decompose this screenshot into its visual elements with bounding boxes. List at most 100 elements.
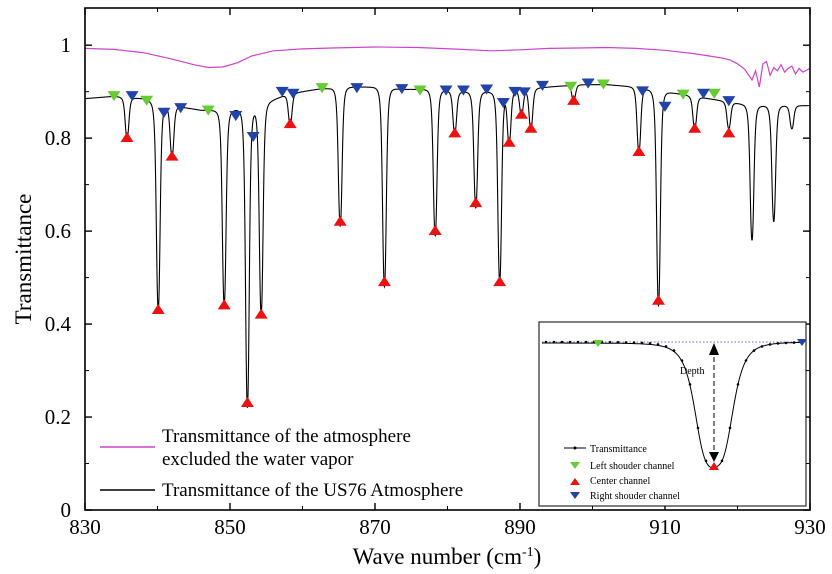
center-channel-marker: [428, 224, 442, 236]
left-shoulder-marker: [201, 105, 215, 116]
right-shoulder-marker: [125, 91, 139, 102]
inset-dot: [568, 340, 572, 344]
inset-right-shoulder-marker: [797, 339, 807, 346]
center-channel-marker: [283, 118, 297, 129]
inset-legend-transmittance: Transmittance: [590, 444, 647, 455]
center-channel-marker: [493, 276, 507, 287]
x-tick-labels: 830 850 870 890 910 930: [69, 515, 826, 539]
center-channel-marker: [651, 294, 665, 305]
inset-dot: [672, 349, 676, 352]
y-tick-label: 1: [61, 33, 72, 57]
center-channel-marker: [254, 308, 268, 319]
inset-dot: [752, 349, 756, 352]
center-channel-marker: [688, 122, 702, 133]
inset-diagram: Depth Transmittance Left shouder channel…: [538, 321, 807, 507]
inset-legend-right-marker: [570, 492, 580, 499]
center-channel-marker: [524, 122, 538, 133]
x-tick-label: 870: [359, 515, 391, 539]
inset-legend-center-marker: [570, 478, 580, 485]
inset-frame: [538, 321, 807, 507]
right-shoulder-marker: [508, 86, 522, 97]
right-shoulder-marker: [456, 85, 470, 96]
inset-legend-left-marker: [570, 462, 580, 469]
center-channel-marker: [151, 303, 165, 315]
y-tick-labels: 0 0.2 0.4 0.6 0.8 1: [45, 33, 72, 522]
inset-left-shoulder-marker: [593, 340, 603, 347]
right-shoulder-marker: [157, 107, 171, 118]
y-tick-label: 0: [61, 498, 72, 522]
legend-label-no-water-vapor-line1: Transmittance of the atmosphere: [162, 426, 411, 447]
inset-dot: [720, 459, 724, 463]
right-shoulder-marker: [395, 84, 409, 95]
inset-dot: [632, 341, 636, 344]
inset-depth-label: Depth: [680, 366, 704, 377]
right-shoulder-marker: [286, 88, 300, 99]
left-shoulder-marker: [564, 81, 578, 92]
x-axis-label-close: ): [534, 544, 542, 569]
center-channel-marker: [469, 197, 483, 208]
inset-dot: [784, 341, 788, 345]
inset-dot: [616, 341, 620, 344]
center-channel-marker: [333, 215, 347, 226]
legend-label-us76: Transmittance of the US76 Atmosphere: [162, 480, 463, 501]
left-shoulder-marker: [596, 79, 610, 90]
inset-dot: [624, 341, 628, 344]
legend-label-no-water-vapor-line2: excluded the water vapor: [162, 449, 354, 470]
right-shoulder-marker: [636, 86, 650, 97]
right-shoulder-marker: [229, 111, 243, 122]
inset-center-marker: [709, 462, 719, 470]
inset-dot: [584, 340, 588, 344]
inset-legend-left: Left shouder channel: [590, 461, 675, 472]
center-channel-marker: [514, 108, 528, 119]
inset-dot: [552, 340, 556, 344]
y-tick-label: 0.8: [45, 126, 71, 150]
right-shoulder-marker: [275, 86, 289, 97]
center-channel-marker: [217, 299, 231, 310]
inset-dot: [608, 340, 612, 344]
y-tick-label: 0.4: [45, 312, 72, 336]
x-tick-label: 850: [214, 515, 246, 539]
center-channel-marker: [120, 131, 134, 143]
right-shoulder-marker: [535, 80, 549, 91]
inset-dot: [760, 345, 764, 348]
inset-dot: [664, 345, 668, 348]
right-shoulder-marker: [350, 83, 364, 94]
inset-dot: [704, 459, 708, 463]
right-shoulder-marker: [246, 131, 260, 143]
center-channel-marker: [632, 145, 646, 156]
x-axis-label: Wave number (cm-1): [353, 544, 542, 569]
right-shoulder-marker: [722, 96, 736, 107]
center-channel-marker: [377, 276, 391, 287]
inset-legend-center: Center channel: [590, 476, 650, 487]
inset-dot: [792, 341, 796, 344]
inset-depth-arrowhead-bottom: [709, 452, 719, 462]
inset-dot: [680, 359, 684, 362]
inset-dot: [736, 383, 740, 386]
left-shoulder-marker: [413, 85, 427, 96]
center-channel-marker: [722, 127, 736, 138]
center-channel-marker: [448, 127, 462, 138]
center-channel-marker: [240, 396, 254, 407]
right-shoulder-marker: [174, 103, 188, 114]
y-axis-label: Transmittance: [11, 194, 36, 325]
series-no-water-vapor-line: [84, 46, 811, 88]
x-tick-label: 930: [794, 515, 826, 539]
right-shoulder-marker: [658, 101, 672, 112]
inset-dot: [544, 340, 548, 344]
right-shoulder-marker: [439, 85, 453, 96]
inset-legend-dot: [573, 446, 577, 450]
inset-dot: [768, 343, 772, 346]
inset-dot: [576, 340, 580, 344]
x-axis-label-main: Wave number (cm: [353, 544, 522, 569]
left-shoulder-marker: [107, 91, 121, 102]
inset-dot: [560, 340, 564, 344]
right-shoulder-marker: [480, 84, 494, 95]
center-channel-marker: [502, 136, 516, 147]
y-tick-label: 0.6: [45, 219, 71, 243]
y-tick-label: 0.2: [45, 405, 71, 429]
inset-dot: [640, 341, 644, 345]
x-axis-label-sup: -1: [522, 545, 534, 560]
left-shoulder-marker: [676, 89, 690, 100]
left-shoulder-marker: [707, 88, 721, 99]
